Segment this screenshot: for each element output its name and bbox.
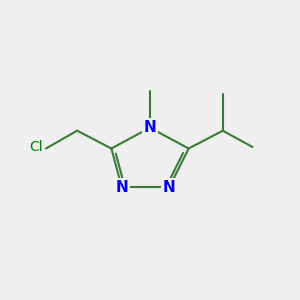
- Text: Cl: Cl: [30, 140, 43, 154]
- Text: N: N: [116, 180, 128, 195]
- Text: N: N: [163, 180, 176, 195]
- Text: N: N: [144, 120, 156, 135]
